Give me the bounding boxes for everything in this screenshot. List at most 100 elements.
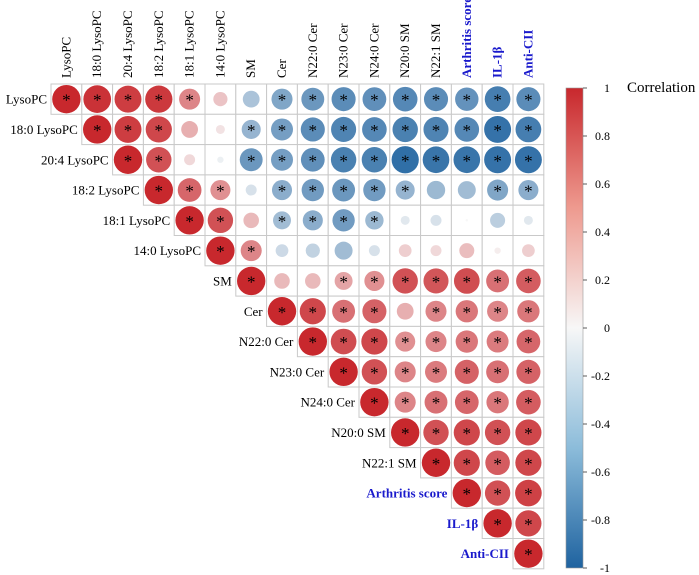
correlation-circle (113, 145, 143, 174)
significance-marker: * (62, 91, 71, 110)
correlation-circle (486, 269, 510, 293)
significance-marker: * (493, 333, 502, 352)
significance-marker: * (339, 363, 348, 382)
correlation-circle (305, 273, 321, 289)
correlation-circle (360, 387, 389, 417)
significance-marker: * (309, 182, 318, 201)
significance-marker: * (401, 151, 410, 170)
correlation-circle (423, 116, 449, 142)
correlation-circle (332, 299, 356, 323)
correlation-circle (523, 215, 533, 225)
significance-marker: * (247, 121, 256, 140)
significance-marker: * (339, 212, 348, 231)
row-label-sm: SM (213, 273, 232, 288)
correlation-circle (484, 480, 511, 506)
significance-marker: * (524, 394, 533, 413)
significance-marker: * (463, 91, 472, 110)
correlation-circle (515, 510, 542, 537)
correlation-circle (518, 180, 539, 201)
correlation-circle (424, 390, 448, 414)
significance-marker: * (185, 212, 194, 231)
column-label-n24-0-cer: N24:0 Cer (366, 23, 381, 78)
correlation-circle (490, 212, 506, 228)
correlation-circle (305, 243, 320, 258)
significance-marker: * (370, 363, 379, 382)
label-layer: LysoPC 18:0 LysoPC 20:4 LysoPC 18:2 LysoPC 1… (6, 0, 536, 561)
significance-marker: * (432, 454, 441, 473)
significance-marker: * (370, 303, 379, 322)
colorbar-tick-label: 0.2 (595, 273, 610, 287)
significance-marker: * (339, 121, 348, 140)
significance-marker: * (278, 121, 287, 140)
correlation-circle (494, 247, 501, 254)
correlation-circle (516, 87, 541, 112)
correlation-circle (425, 300, 447, 322)
correlation-circle (239, 148, 263, 172)
column-label-anti-cii: Anti-CII (520, 30, 535, 78)
correlation-circle (426, 180, 446, 200)
significance-marker: * (185, 91, 194, 110)
significance-marker: * (339, 91, 348, 110)
correlation-circle (396, 302, 414, 320)
significance-marker: * (278, 303, 287, 322)
correlation-circle (242, 90, 260, 108)
correlation-circle (330, 147, 357, 173)
correlation-circle (398, 244, 412, 258)
significance-marker: * (493, 424, 502, 443)
colorbar-tick-label: 0.8 (595, 129, 610, 143)
correlation-circle (454, 390, 479, 415)
correlation-circle (275, 244, 289, 258)
correlation-circle (516, 389, 541, 415)
correlation-circle (240, 240, 262, 262)
row-label-18-1-lysopc: 18:1 LysoPC (103, 213, 171, 228)
correlation-circle (114, 115, 142, 143)
correlation-circle (361, 328, 388, 355)
correlation-circle (298, 327, 327, 356)
significance-marker: * (493, 272, 502, 291)
column-label-n20-0-sm: N20:0 SM (397, 23, 412, 78)
significance-marker: * (432, 91, 441, 110)
significance-marker: * (493, 485, 502, 504)
row-label-lysopc: LysoPC (6, 92, 47, 107)
colorbar-tick-label: -0.8 (591, 513, 610, 527)
correlation-circle (301, 178, 324, 202)
column-label-18-2-lysopc: 18:2 LysoPC (151, 10, 166, 78)
significance-marker: * (432, 303, 441, 322)
correlation-circle (334, 271, 353, 290)
correlation-circle (423, 87, 449, 112)
correlation-circle (332, 178, 356, 202)
correlation-circle (217, 156, 224, 163)
correlation-circle (516, 329, 541, 354)
significance-marker: * (401, 394, 410, 413)
colorbar-tick-label: -0.4 (591, 417, 610, 431)
correlation-circle (331, 116, 357, 142)
significance-marker: * (524, 454, 533, 473)
correlation-circle (430, 245, 442, 257)
significance-marker: * (309, 303, 318, 322)
significance-marker: * (339, 333, 348, 352)
significance-marker: * (524, 545, 533, 564)
significance-marker: * (370, 333, 379, 352)
row-label-14-0-lysopc: 14:0 LysoPC (133, 243, 201, 258)
correlation-circle (423, 419, 449, 446)
significance-marker: * (432, 121, 441, 140)
significance-marker: * (247, 242, 256, 261)
significance-marker: * (524, 485, 533, 504)
significance-marker: * (493, 151, 502, 170)
correlation-circle (457, 181, 476, 200)
correlation-circle (207, 207, 234, 234)
colorbar-tick-label: -1 (600, 561, 610, 575)
significance-marker: * (370, 272, 379, 291)
correlation-circle (271, 88, 293, 110)
significance-marker: * (309, 333, 318, 352)
column-label-lysopc: LysoPC (58, 37, 73, 78)
significance-marker: * (247, 151, 256, 170)
significance-marker: * (370, 121, 379, 140)
significance-marker: * (463, 394, 472, 413)
correlation-circle (241, 119, 261, 139)
significance-marker: * (278, 182, 287, 201)
correlation-circle (361, 147, 388, 173)
colorbar-tick-label: 0.4 (595, 225, 610, 239)
correlation-circle (331, 87, 356, 112)
correlation-circle (517, 300, 540, 323)
